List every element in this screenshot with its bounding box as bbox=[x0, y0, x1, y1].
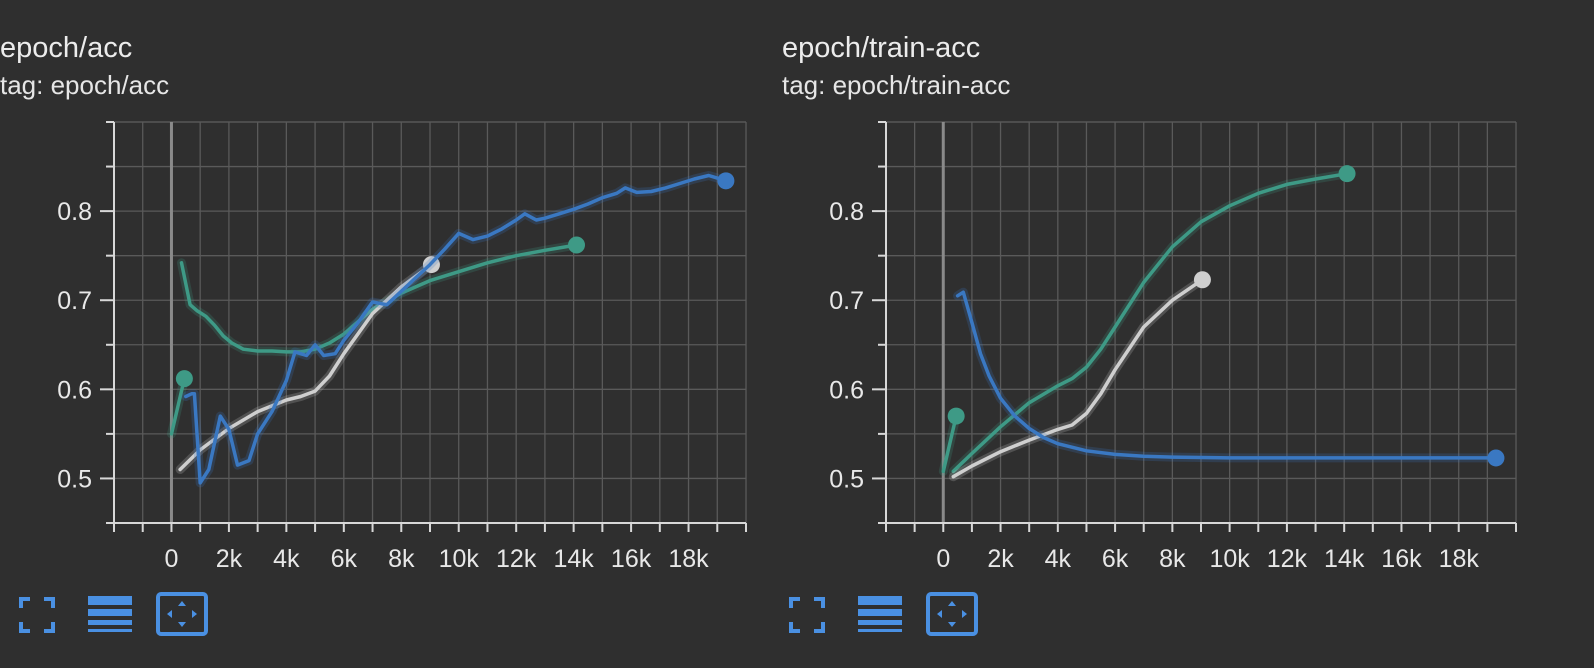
x-tick-label: 8k bbox=[1159, 545, 1186, 573]
x-tick-label: 8k bbox=[388, 545, 415, 573]
series-end-marker bbox=[947, 407, 965, 425]
series-line-raw bbox=[181, 171, 731, 488]
series-end-marker bbox=[175, 370, 193, 388]
y-tick-label: 0.7 bbox=[829, 287, 864, 315]
grid bbox=[114, 121, 747, 523]
line-chart-epoch-train-acc[interactable]: 0.5 0.6 0.7 0.8 0 2k 4k 6k 8k 10k 12k 14k 16k 18k bbox=[782, 0, 1552, 580]
series-line bbox=[178, 262, 434, 472]
fit-domain-button[interactable] bbox=[156, 592, 208, 636]
chart-tag: tag: epoch/train-acc bbox=[782, 70, 1011, 100]
series-end-marker bbox=[717, 172, 735, 190]
series-line bbox=[941, 414, 958, 474]
toggle-legend-button[interactable] bbox=[858, 596, 902, 634]
x-tick-label: 4k bbox=[273, 545, 300, 573]
chart-title: epoch/acc bbox=[0, 32, 133, 64]
fit-domain-icon bbox=[156, 592, 208, 636]
fit-domain-icon bbox=[926, 592, 978, 636]
x-tick-label: 12k bbox=[496, 545, 537, 573]
series-line bbox=[951, 277, 1205, 479]
series-line bbox=[951, 171, 1349, 474]
series-end-marker bbox=[568, 236, 586, 254]
legend-list-icon bbox=[88, 596, 132, 632]
x-tick-label: 0 bbox=[165, 545, 179, 573]
series-end-marker bbox=[1487, 449, 1505, 467]
series-end-marker bbox=[1193, 271, 1211, 289]
series-line bbox=[179, 243, 579, 354]
x-tick-label: 6k bbox=[331, 545, 358, 573]
x-tick-label: 18k bbox=[1439, 545, 1480, 573]
fullscreen-icon bbox=[19, 597, 55, 633]
y-tick-label: 0.6 bbox=[829, 376, 864, 404]
series-line-raw bbox=[177, 240, 581, 357]
x-tick-label: 10k bbox=[1209, 545, 1250, 573]
chart-title: epoch/train-acc bbox=[782, 32, 981, 64]
x-tick-label: 6k bbox=[1102, 545, 1129, 573]
x-tick-label: 18k bbox=[668, 545, 709, 573]
fullscreen-icon bbox=[789, 597, 825, 633]
x-tick-label: 16k bbox=[611, 545, 652, 573]
fullscreen-button[interactable] bbox=[788, 596, 826, 634]
x-tick-label: 2k bbox=[987, 545, 1014, 573]
series-line bbox=[955, 290, 1498, 460]
chart-card-epoch-acc: epoch/acc tag: epoch/acc 0.5 0.6 0.7 0.8 0 2k… bbox=[0, 0, 770, 668]
y-tick-label: 0.8 bbox=[829, 198, 864, 226]
x-tick-label: 10k bbox=[439, 545, 480, 573]
fit-domain-button[interactable] bbox=[926, 592, 978, 636]
y-tick-label: 0.8 bbox=[57, 198, 92, 226]
legend-list-icon bbox=[858, 596, 902, 632]
x-tick-label: 12k bbox=[1267, 545, 1308, 573]
x-tick-label: 14k bbox=[553, 545, 594, 573]
y-tick-label: 0.7 bbox=[57, 287, 92, 315]
y-tick-label: 0.6 bbox=[57, 376, 92, 404]
y-tick-label: 0.5 bbox=[829, 465, 864, 493]
chart-card-epoch-train-acc: epoch/train-acc tag: epoch/train-acc 0.5… bbox=[782, 0, 1552, 668]
x-tick-label: 14k bbox=[1324, 545, 1365, 573]
series-line bbox=[184, 173, 728, 485]
x-tick-label: 0 bbox=[936, 545, 950, 573]
chart-tag: tag: epoch/acc bbox=[0, 70, 170, 100]
x-tick-label: 16k bbox=[1381, 545, 1422, 573]
y-tick-label: 0.5 bbox=[57, 465, 92, 493]
line-chart-epoch-acc[interactable]: 0.5 0.6 0.7 0.8 0 2k 4k 6k 8k 10k 12k 14k 16k 18k bbox=[0, 0, 770, 580]
series-line bbox=[169, 376, 187, 436]
fullscreen-button[interactable] bbox=[18, 596, 56, 634]
toggle-legend-button[interactable] bbox=[88, 596, 132, 634]
series-end-marker bbox=[1338, 165, 1356, 183]
x-tick-label: 4k bbox=[1045, 545, 1072, 573]
x-tick-label: 2k bbox=[216, 545, 243, 573]
